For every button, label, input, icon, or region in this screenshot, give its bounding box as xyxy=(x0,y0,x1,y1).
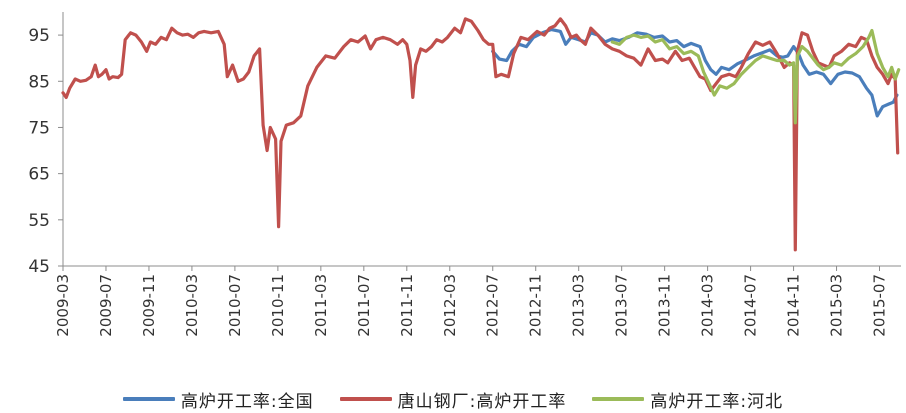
line-chart: 45 55 65 75 85 95 2009-03 2009-07 2009-11 2010-0… xyxy=(28,12,901,337)
x-tick-label: 2010-03 xyxy=(183,274,201,337)
series-line-1 xyxy=(491,27,899,118)
x-tick-label: 2009-03 xyxy=(54,274,72,337)
x-tick-label: 2010-11 xyxy=(269,274,287,337)
x-tick-label: 2011-11 xyxy=(398,274,416,337)
series-layer xyxy=(61,17,901,252)
y-tick-label: 65 xyxy=(28,165,50,185)
x-tick-label: 2011-07 xyxy=(355,274,373,337)
x-tick-label: 2015-07 xyxy=(871,274,889,337)
legend-label: 高炉开工率:全国 xyxy=(180,391,314,412)
legend: 高炉开工率:全国 唐山钢厂:高炉开工率 高炉开工率:河北 xyxy=(0,387,906,412)
x-tick-label: 2011-03 xyxy=(312,274,330,337)
x-tick-label: 2009-07 xyxy=(97,274,115,337)
x-tick-label: 2012-07 xyxy=(484,274,502,337)
legend-swatch xyxy=(122,397,175,401)
x-tick-label: 2014-07 xyxy=(742,274,760,337)
y-tick-label: 45 xyxy=(28,257,50,277)
y-tick-label: 95 xyxy=(28,26,50,46)
x-axis: 2009-03 2009-07 2009-11 2010-03 2010-07 2010-… xyxy=(54,265,901,337)
legend-label: 高炉开工率:河北 xyxy=(650,391,784,412)
x-tick-label: 2013-11 xyxy=(656,274,674,337)
x-tick-label: 2015-03 xyxy=(828,274,846,337)
x-tick-label: 2014-03 xyxy=(699,274,717,337)
legend-item-1: 高炉开工率:全国 xyxy=(122,387,314,412)
y-axis: 45 55 65 75 85 95 xyxy=(28,12,64,277)
series-line-2 xyxy=(61,17,900,252)
legend-item-2: 唐山钢厂:高炉开工率 xyxy=(339,387,567,412)
legend-swatch xyxy=(592,397,645,401)
y-tick-label: 85 xyxy=(28,72,50,92)
x-tick-label: 2013-03 xyxy=(570,274,588,337)
x-tick-label: 2014-11 xyxy=(785,274,803,337)
series-line-3 xyxy=(610,28,901,125)
legend-swatch xyxy=(339,397,392,401)
x-tick-label: 2013-07 xyxy=(613,274,631,337)
legend-item-3: 高炉开工率:河北 xyxy=(592,387,783,412)
x-tick-label: 2010-07 xyxy=(226,274,244,337)
x-tick-label: 2009-11 xyxy=(140,274,158,337)
legend-label: 唐山钢厂:高炉开工率 xyxy=(397,391,567,412)
x-tick-label: 2012-11 xyxy=(527,274,545,337)
y-tick-label: 75 xyxy=(28,118,50,138)
x-tick-label: 2012-03 xyxy=(441,274,459,337)
y-tick-label: 55 xyxy=(28,211,50,231)
